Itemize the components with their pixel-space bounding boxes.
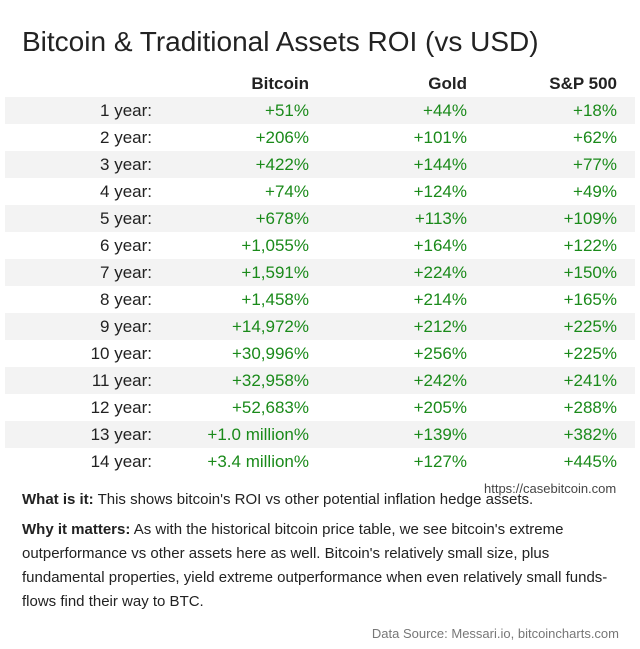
row-label: 6 year: bbox=[100, 235, 152, 255]
bitcoin-roi-cell: +52,683% bbox=[231, 397, 309, 417]
row-label: 8 year: bbox=[100, 289, 152, 309]
table-row: 8 year: +1,458% +214% +165% bbox=[5, 286, 635, 313]
bitcoin-roi-cell: +422% bbox=[152, 151, 309, 178]
sp500-roi-cell: +109% bbox=[467, 205, 635, 232]
row-label: 10 year: bbox=[90, 343, 152, 363]
bitcoin-roi-cell: +3.4 million% bbox=[207, 451, 309, 471]
sp500-roi-cell: +62% bbox=[573, 127, 617, 147]
bitcoin-roi-cell: +32,958% bbox=[152, 367, 309, 394]
sp500-roi-cell: +165% bbox=[563, 289, 617, 309]
table-row: 14 year: +3.4 million% +127% +445% bbox=[5, 448, 635, 475]
bitcoin-roi-cell: +1,055% bbox=[241, 235, 309, 255]
sp500-roi-cell: +382% bbox=[467, 421, 635, 448]
row-label: 9 year: bbox=[5, 313, 152, 340]
row-label: 7 year: bbox=[5, 259, 152, 286]
gold-roi-cell: +256% bbox=[413, 343, 467, 363]
bitcoin-roi-cell: +14,972% bbox=[152, 313, 309, 340]
page-title: Bitcoin & Traditional Assets ROI (vs USD… bbox=[22, 26, 539, 57]
gold-roi-cell: +242% bbox=[309, 367, 467, 394]
gold-roi-cell: +214% bbox=[413, 289, 467, 309]
table-row: 10 year: +30,996% +256% +225% bbox=[5, 340, 635, 367]
table-row: 12 year: +52,683% +205% +288% bbox=[5, 394, 635, 421]
gold-roi-cell: +164% bbox=[413, 235, 467, 255]
bitcoin-roi-cell: +1,591% bbox=[152, 259, 309, 286]
row-label: 11 year: bbox=[5, 367, 152, 394]
row-label: 4 year: bbox=[100, 181, 152, 201]
sp500-roi-cell: +49% bbox=[573, 181, 617, 201]
what-is-it-label: What is it: bbox=[22, 491, 94, 508]
row-label: 3 year: bbox=[5, 151, 152, 178]
bitcoin-roi-cell: +30,996% bbox=[231, 343, 309, 363]
sp500-roi-cell: +241% bbox=[467, 367, 635, 394]
what-is-it-paragraph: What is it: This shows bitcoin's ROI vs … bbox=[22, 488, 622, 512]
watermark: https://casebitcoin.com bbox=[484, 481, 617, 496]
bitcoin-roi-cell: +1.0 million% bbox=[152, 421, 309, 448]
row-label: 13 year: bbox=[5, 421, 152, 448]
row-label: 1 year: bbox=[5, 97, 152, 124]
table-row: 4 year: +74% +124% +49% bbox=[5, 178, 635, 205]
table-row: 11 year: +32,958% +242% +241% bbox=[5, 367, 635, 394]
table-row: 2 year: +206% +101% +62% bbox=[5, 124, 635, 151]
gold-roi-cell: +113% bbox=[309, 205, 467, 232]
gold-roi-cell: +127% bbox=[413, 451, 467, 471]
sp500-roi-cell: +288% bbox=[563, 397, 617, 417]
bitcoin-roi-cell: +51% bbox=[152, 97, 309, 124]
header-bitcoin: Bitcoin bbox=[251, 73, 309, 93]
roi-table: Bitcoin Gold S&P 500 1 year: +51% +44% +18%… bbox=[5, 70, 635, 475]
table-row: 7 year: +1,591% +224% +150% bbox=[5, 259, 635, 286]
table-row: 13 year: +1.0 million% +139% +382% bbox=[5, 421, 635, 448]
sp500-roi-cell: +225% bbox=[467, 313, 635, 340]
table-row: 9 year: +14,972% +212% +225% bbox=[5, 313, 635, 340]
gold-roi-cell: +101% bbox=[413, 127, 467, 147]
gold-roi-cell: +139% bbox=[309, 421, 467, 448]
gold-roi-cell: +44% bbox=[309, 97, 467, 124]
sp500-roi-cell: +150% bbox=[467, 259, 635, 286]
gold-roi-cell: +224% bbox=[309, 259, 467, 286]
gold-roi-cell: +144% bbox=[309, 151, 467, 178]
gold-roi-cell: +124% bbox=[413, 181, 467, 201]
bitcoin-roi-cell: +206% bbox=[255, 127, 309, 147]
sp500-roi-cell: +445% bbox=[563, 451, 617, 471]
sp500-roi-cell: +77% bbox=[467, 151, 635, 178]
table-row: 6 year: +1,055% +164% +122% bbox=[5, 232, 635, 259]
sp500-roi-cell: +122% bbox=[563, 235, 617, 255]
header-sp500: S&P 500 bbox=[549, 73, 617, 93]
table-row: 3 year: +422% +144% +77% bbox=[5, 151, 635, 178]
sp500-roi-cell: +225% bbox=[563, 343, 617, 363]
row-label: 2 year: bbox=[100, 127, 152, 147]
why-it-matters-label: Why it matters: bbox=[22, 521, 131, 538]
sp500-roi-cell: +18% bbox=[467, 97, 635, 124]
header-label bbox=[5, 70, 152, 97]
data-source: Data Source: Messari.io, bitcoincharts.c… bbox=[371, 626, 619, 641]
what-is-it-text: This shows bitcoin's ROI vs other potent… bbox=[93, 491, 534, 508]
gold-roi-cell: +212% bbox=[309, 313, 467, 340]
bitcoin-roi-cell: +74% bbox=[265, 181, 309, 201]
gold-roi-cell: +205% bbox=[413, 397, 467, 417]
table-row: 1 year: +51% +44% +18% bbox=[5, 97, 635, 124]
why-it-matters-paragraph: Why it matters: As with the historical b… bbox=[22, 518, 622, 614]
why-it-matters-text: As with the historical bitcoin price tab… bbox=[22, 521, 608, 610]
bitcoin-roi-cell: +678% bbox=[152, 205, 309, 232]
row-label: 12 year: bbox=[90, 397, 152, 417]
roi-table-body: 1 year: +51% +44% +18% 2 year: +206% +101% +62%… bbox=[5, 97, 635, 475]
row-label: 14 year: bbox=[90, 451, 152, 471]
bitcoin-roi-cell: +1,458% bbox=[241, 289, 309, 309]
table-row: 5 year: +678% +113% +109% bbox=[5, 205, 635, 232]
table-header-row: Bitcoin Gold S&P 500 bbox=[5, 70, 635, 97]
header-gold: Gold bbox=[428, 73, 467, 93]
row-label: 5 year: bbox=[5, 205, 152, 232]
